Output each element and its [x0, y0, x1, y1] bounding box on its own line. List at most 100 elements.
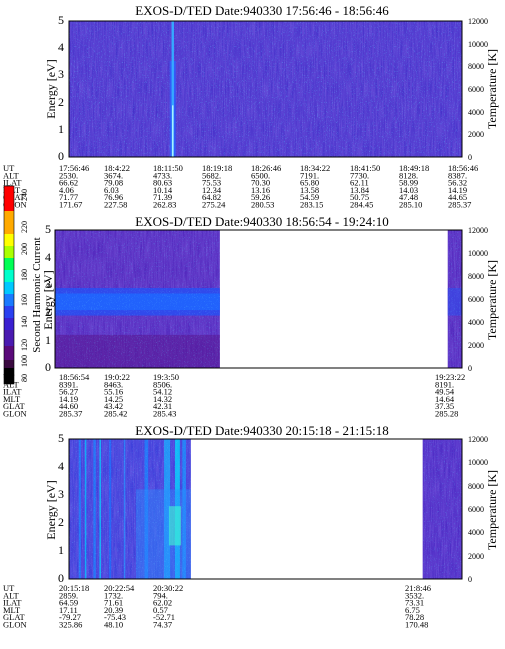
orbit-cell: 285.37	[448, 200, 471, 210]
orbit-cell: 17:56:46	[59, 163, 89, 173]
panel-2-y2tick-1: 2000	[468, 341, 484, 350]
panel-1-ytick-4: 4	[58, 40, 64, 54]
orbit-cell: 18:56:54	[59, 372, 90, 382]
orbit-cell: 8463.	[104, 379, 123, 389]
colorbar-cell-160	[4, 294, 14, 306]
orbit-cell: 18:26:46	[251, 163, 281, 173]
panel-1-y2tick-5: 10000	[468, 40, 488, 49]
orbit-cell: 285.37	[59, 409, 82, 419]
panel-3-y2tick-4: 8000	[468, 482, 484, 491]
panel-1-ytick-2: 2	[58, 95, 64, 109]
orbit-cell: 18:49:18	[399, 163, 429, 173]
colorbar-tick-180: 180	[20, 269, 29, 281]
colorbar-cell-120	[4, 330, 14, 346]
orbit-cell: 170.48	[405, 620, 428, 630]
orbit-cell: 65.80	[300, 178, 319, 188]
panel-2-data-blocks	[55, 230, 462, 368]
colorbar-cell-240	[4, 186, 14, 211]
orbit-cell: 78.28	[405, 612, 424, 622]
panel-1-y2tick-2: 4000	[468, 108, 484, 117]
panel-1-ytick-0: 0	[58, 149, 64, 163]
colorbar-cell-220	[4, 211, 14, 234]
orbit-cell: 37.35	[435, 401, 454, 411]
orbit-cell: 6500.	[251, 170, 270, 180]
panel-2-y2tick-6: 12000	[468, 226, 488, 235]
panel-3-ytick-3: 3	[58, 487, 64, 501]
panel-3-ytick-4: 4	[58, 459, 64, 473]
orbit-cell: 43.42	[104, 401, 123, 411]
orbit-row-label: ALT	[3, 170, 20, 180]
orbit-row-label: ILAT	[3, 178, 22, 188]
orbit-cell: 8387.	[448, 170, 467, 180]
panel-3-data-blocks	[69, 439, 462, 579]
coverage-specks	[447, 230, 462, 368]
panel-1-data-specks	[69, 21, 462, 157]
colorbar: 240 220 200 180 160 140 120 100 80 Secon…	[3, 185, 43, 385]
orbit-cell: 50.75	[350, 192, 369, 202]
panel-1-ytick-3: 3	[58, 67, 64, 81]
panel-3-y2tick-5: 10000	[468, 458, 488, 467]
orbit-cell: 283.15	[300, 200, 323, 210]
panel-3-y2tick-6: 12000	[468, 435, 488, 444]
orbit-cell: 8128.	[399, 170, 418, 180]
orbit-cell: 8391.	[59, 379, 78, 389]
panel-2-frame	[54, 229, 463, 369]
colorbar-tick-120: 120	[20, 339, 29, 351]
orbit-cell: 18:41:50	[350, 163, 380, 173]
orbit-cell: 325.86	[59, 620, 82, 630]
orbit-cell: 285.43	[153, 409, 176, 419]
colorbar-cell-90	[4, 360, 14, 368]
orbit-cell: 64.59	[59, 598, 78, 608]
colorbar-tick-80: 80	[20, 374, 29, 382]
colorbar-frame	[3, 185, 15, 385]
orbit-cell: 76.96	[104, 192, 123, 202]
orbit-cell: 280.53	[251, 200, 274, 210]
colorbar-cell-210	[4, 234, 14, 246]
orbit-cell: 3674.	[104, 170, 123, 180]
orbit-cell: 14.64	[435, 394, 455, 404]
panel-1-y2tick-6: 12000	[468, 17, 488, 26]
orbit-cell: 18:56:46	[448, 163, 478, 173]
panel-1-orbit-table: UTALTILATMLTGLATGLON17:56:462530.66.624.…	[3, 163, 478, 210]
colorbar-cell-180	[4, 270, 14, 282]
orbit-cell: 71.39	[153, 192, 172, 202]
orbit-cell: 19:3:50	[153, 372, 179, 382]
orbit-row-label: UT	[3, 163, 15, 173]
panel-1-features	[169, 21, 176, 157]
orbit-cell: 62.11	[350, 178, 369, 188]
orbit-cell: 8191.	[435, 379, 454, 389]
orbit-row-label: UT	[3, 372, 15, 382]
orbit-cell: 79.08	[104, 178, 123, 188]
panel-1-spectrogram	[69, 21, 462, 157]
panel-2-y2tick-5: 10000	[468, 249, 488, 258]
orbit-cell: 18:11:50	[153, 163, 183, 173]
orbit-cell: -79.27	[59, 612, 81, 622]
orbit-cell: 18:34:22	[300, 163, 330, 173]
orbit-cell: 1732.	[104, 590, 123, 600]
panel-1: EXOS-D/TED Date:940330 17:56:46 - 18:56:…	[3, 3, 499, 210]
orbit-cell: -75.43	[104, 612, 126, 622]
orbit-cell: 5682.	[202, 170, 221, 180]
orbit-cell: 74.37	[153, 620, 172, 630]
panel-1-title: EXOS-D/TED Date:940330 17:56:46 - 18:56:…	[135, 3, 389, 18]
panel-2-ytick-4: 4	[45, 250, 51, 264]
panel-2-ytick-3: 3	[45, 277, 51, 291]
colorbar-tick-100: 100	[20, 355, 29, 367]
orbit-cell: 20:30:22	[153, 583, 183, 593]
colorbar-ticks: 240 220 200 180 160 140 120 100 80	[20, 189, 29, 382]
panel-2-ytick-1: 1	[45, 333, 51, 347]
orbit-cell: 18:4:22	[104, 163, 130, 173]
panel-3-y2label: Temperature [K]	[485, 470, 499, 550]
orbit-cell: 285.28	[435, 409, 458, 419]
orbit-row-label: GLAT	[3, 401, 26, 411]
orbit-cell: 58.99	[399, 178, 418, 188]
panel-3-y-ticks: 0 1 2 3 4 5	[58, 431, 64, 585]
orbit-cell: 285.42	[104, 409, 127, 419]
orbit-cell: 20:22:54	[104, 583, 135, 593]
orbit-cell: 6.03	[104, 185, 119, 195]
panel-2: EXOS-D/TED Date:940330 18:56:54 - 19:24:…	[3, 214, 499, 419]
orbit-cell: 171.67	[59, 200, 82, 210]
colorbar-cell-150	[4, 306, 14, 318]
panel-3-ytick-2: 2	[58, 515, 64, 529]
orbit-cell: 56.32	[448, 178, 467, 188]
